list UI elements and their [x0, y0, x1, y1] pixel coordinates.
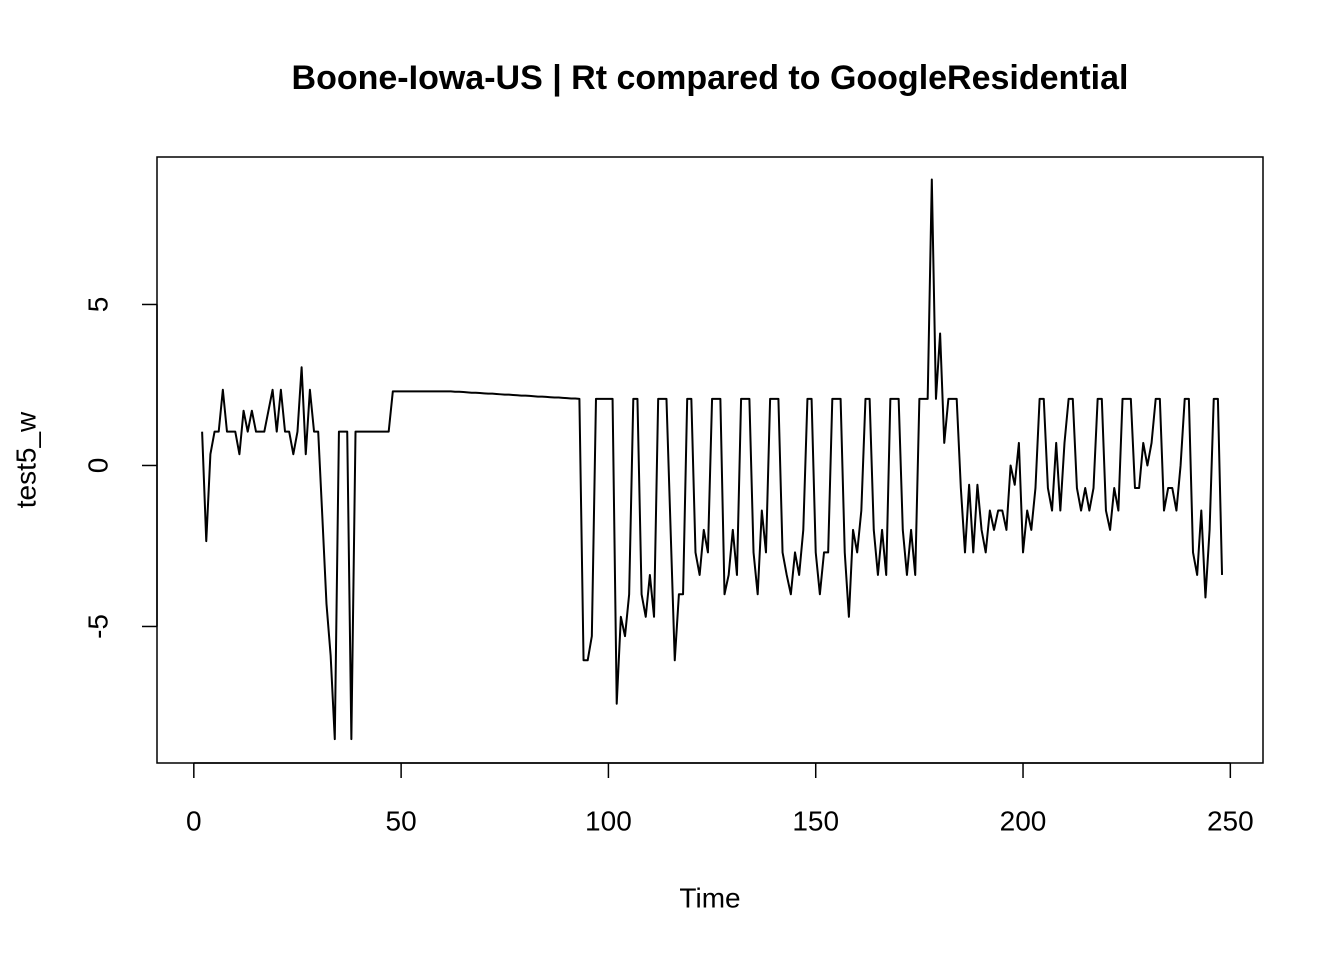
- x-tick-label: 100: [585, 805, 632, 836]
- x-tick-label: 0: [186, 805, 202, 836]
- x-axis-label: Time: [679, 882, 740, 913]
- x-tick-label: 50: [386, 805, 417, 836]
- x-tick-label: 250: [1207, 805, 1254, 836]
- x-tick-label: 200: [1000, 805, 1047, 836]
- y-tick-label: 5: [82, 297, 113, 313]
- y-tick-label: 0: [82, 458, 113, 474]
- chart-title: Boone-Iowa-US | Rt compared to GoogleRes…: [292, 59, 1129, 97]
- series-line: [201, 178, 1224, 741]
- y-tick-label: -5: [82, 614, 113, 639]
- x-tick-label: 150: [792, 805, 839, 836]
- y-axis-label: test5_w: [10, 411, 41, 508]
